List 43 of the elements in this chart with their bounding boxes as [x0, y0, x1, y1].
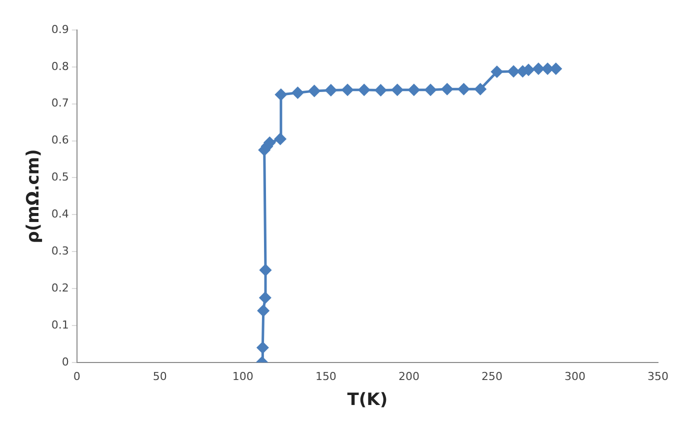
point	[392, 84, 404, 96]
y-tick-label: 0.1	[51, 318, 69, 332]
y-tick-label: 0.5	[51, 170, 69, 184]
y-tick-label: 0	[62, 355, 69, 368]
point	[491, 66, 503, 78]
point	[259, 292, 271, 304]
x-tick-label: 50	[152, 370, 167, 383]
point	[358, 84, 370, 96]
y-tick-label: 0.4	[51, 208, 69, 221]
x-axis-title: T(K)	[347, 390, 388, 410]
y-axis-title: ρ(mΩ.cm)	[24, 149, 44, 244]
x-tick-label: 250	[481, 370, 502, 383]
y-tick-label: 0.3	[51, 244, 69, 258]
point	[458, 83, 470, 95]
x-tick-label: 100	[232, 370, 254, 383]
point	[474, 83, 486, 95]
y-tick-label: 0.8	[51, 60, 69, 73]
y-tick-label: 0.2	[51, 281, 69, 294]
x-tick-label: 200	[398, 370, 420, 383]
point	[260, 264, 272, 276]
point	[532, 63, 544, 75]
point	[342, 84, 354, 96]
point	[308, 85, 320, 97]
point	[441, 83, 453, 95]
point	[256, 342, 268, 354]
point	[508, 66, 520, 78]
y-tick-label: 0.7	[51, 96, 69, 110]
point	[258, 304, 270, 316]
point	[292, 87, 304, 99]
y-tick-label: 0.6	[51, 134, 69, 147]
point	[275, 88, 287, 100]
x-tick-label: 0	[73, 370, 80, 383]
y-tick-label: 0.9	[51, 22, 69, 36]
x-tick-label: 150	[315, 370, 336, 383]
point	[325, 84, 337, 96]
x-tick-label: 350	[648, 370, 668, 383]
point	[374, 84, 386, 96]
point	[424, 84, 436, 96]
x-tick-label: 300	[564, 370, 586, 383]
point	[550, 63, 562, 75]
point	[542, 63, 554, 75]
point	[408, 84, 420, 96]
point	[274, 133, 286, 145]
